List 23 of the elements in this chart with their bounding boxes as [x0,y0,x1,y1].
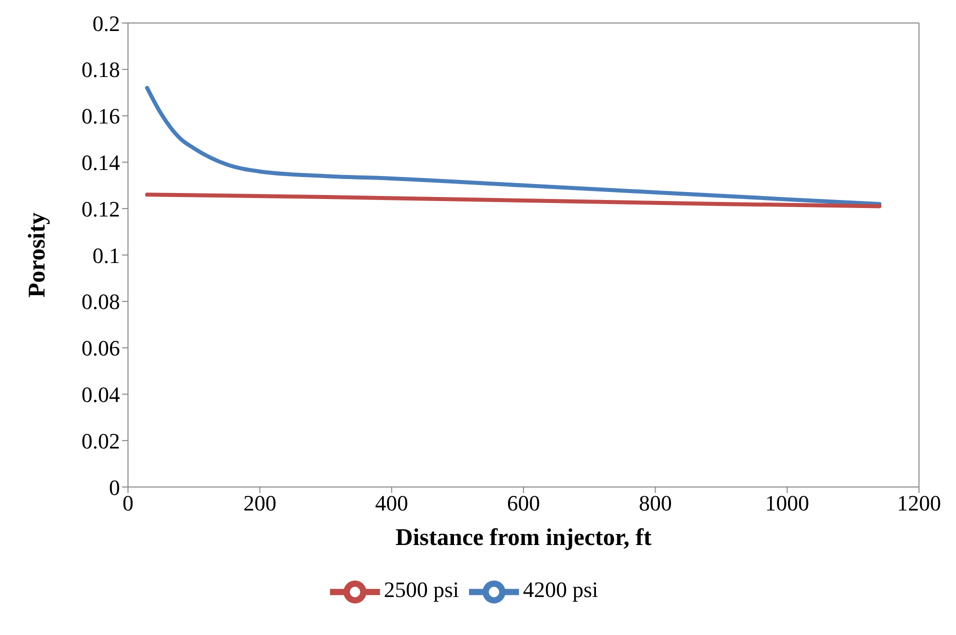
y-tick-label: 0.1 [92,242,120,268]
x-tick-label: 1200 [897,490,941,516]
x-tick-label: 600 [507,490,540,516]
y-tick-label: 0.18 [82,57,120,82]
y-tick-label: 0.16 [82,104,120,129]
y-tick-label: 0.02 [82,428,120,454]
y-tick-label: 0.06 [82,336,120,361]
y-tick-label: 0.08 [82,289,120,314]
x-tick-label: 200 [243,490,276,516]
line-series [145,86,882,206]
x-tick-label: 1000 [765,490,810,516]
y-tick-label: 0.04 [82,382,120,408]
x-axis-title: Distance from injector, ft [396,525,652,551]
y-tick-label: 0 [109,474,120,500]
x-tick-label: 400 [375,490,408,516]
y-axis-title: Porosity [24,212,51,298]
line-series [145,192,882,208]
y-tick-label: 0.12 [82,196,120,222]
legend-label: 4200 psi [523,577,598,602]
y-tick-label: 0.2 [92,10,120,36]
legend-label: 2500 psi [384,577,459,602]
y-tick-label: 0.14 [82,150,120,176]
x-tick-label: 800 [638,490,672,516]
